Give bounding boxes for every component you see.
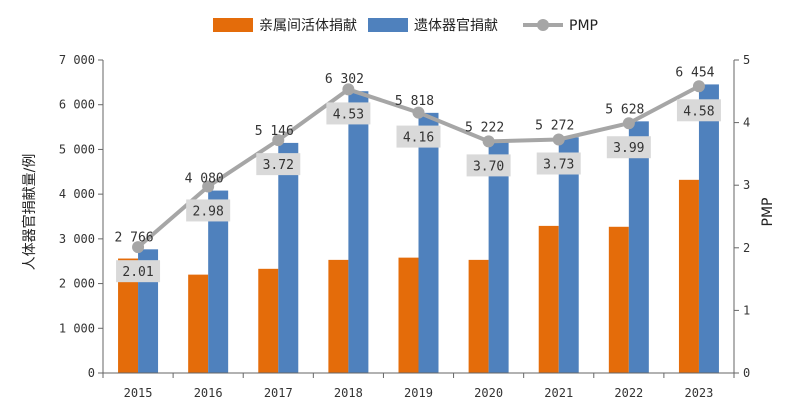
y-tick-label-left-2000: 2 000 <box>59 277 95 291</box>
pmp-label-box-2018 <box>326 102 371 125</box>
bar-deceased-2020 <box>488 139 509 373</box>
bar-deceased-2019 <box>418 112 439 373</box>
y-tick-label-left-5000: 5 000 <box>59 142 95 156</box>
deceased-value-label-2016: 4 080 <box>185 172 224 187</box>
bar-living-2016 <box>188 274 209 373</box>
deceased-value-label-2017: 5 146 <box>255 124 294 139</box>
pmp-value-label-2015: 2.01 <box>122 265 153 280</box>
pmp-value-label-2020: 3.70 <box>473 159 504 174</box>
pmp-label-box-2022 <box>606 136 651 159</box>
pmp-value-label-2022: 3.99 <box>613 141 644 156</box>
bar-living-2019 <box>398 257 419 373</box>
x-tick-label-2015: 2015 <box>124 386 153 400</box>
legend-marker-pmp <box>537 19 549 31</box>
bar-living-2015 <box>118 258 139 373</box>
legend-label-living: 亲属间活体捐献 <box>259 18 357 34</box>
y-tick-label-left-7000: 7 000 <box>59 53 95 67</box>
y-axis-title-left: 人体器官捐献量/例 <box>22 154 38 271</box>
bar-deceased-2016 <box>208 190 229 373</box>
pmp-point-2021 <box>552 133 565 146</box>
y-tick-label-left-0: 0 <box>88 366 95 380</box>
x-tick-label-2021: 2021 <box>544 386 573 400</box>
pmp-label-box-2019 <box>396 125 441 148</box>
pmp-value-label-2021: 3.73 <box>543 158 574 173</box>
pmp-line <box>132 80 705 254</box>
y-tick-label-left-3000: 3 000 <box>59 232 95 246</box>
bar-living-2022 <box>608 226 629 373</box>
pmp-point-2019 <box>412 106 425 119</box>
pmp-value-label-2023: 4.58 <box>683 104 714 119</box>
deceased-value-label-2018: 6 302 <box>325 72 364 87</box>
y-tick-label-left-4000: 4 000 <box>59 187 95 201</box>
pmp-label-box-2017 <box>256 153 301 176</box>
legend-swatch-deceased <box>368 18 408 32</box>
x-tick-label-2018: 2018 <box>334 386 363 400</box>
y-tick-label-right-4: 4 <box>743 116 750 130</box>
pmp-value-label-2017: 3.72 <box>263 158 294 173</box>
bar-deceased-2017 <box>278 142 299 373</box>
pmp-label-box-2023 <box>676 99 721 122</box>
pmp-point-2015 <box>132 241 145 254</box>
pmp-point-2023 <box>692 80 705 93</box>
y-tick-label-right-1: 1 <box>743 303 750 317</box>
legend-swatch-living <box>213 18 253 32</box>
bar-living-2020 <box>468 259 489 373</box>
bar-living-2017 <box>258 268 279 373</box>
y-tick-label-right-3: 3 <box>743 178 750 192</box>
pmp-point-2016 <box>202 180 215 193</box>
deceased-value-label-2019: 5 818 <box>395 94 434 109</box>
pmp-point-2018 <box>342 83 355 96</box>
y-tick-label-right-0: 0 <box>743 366 750 380</box>
y-tick-label-left-6000: 6 000 <box>59 98 95 112</box>
pmp-point-2020 <box>482 135 495 148</box>
y-tick-label-right-2: 2 <box>743 241 750 255</box>
pmp-label-box-2020 <box>466 154 511 177</box>
x-tick-label-2022: 2022 <box>614 386 643 400</box>
pmp-label-box-2015 <box>116 260 161 283</box>
pmp-point-2017 <box>272 134 285 147</box>
bar-deceased-2018 <box>348 91 369 373</box>
pmp-point-2022 <box>622 117 635 130</box>
bar-living-2021 <box>538 225 559 373</box>
bar-living-2023 <box>678 179 699 373</box>
x-tick-label-2016: 2016 <box>194 386 223 400</box>
pmp-value-label-2016: 2.98 <box>193 204 224 219</box>
legend-label-pmp: PMP <box>569 18 598 34</box>
y-tick-label-right-5: 5 <box>743 53 750 67</box>
y-axis-title-right: PMP <box>760 198 776 227</box>
deceased-value-label-2023: 6 454 <box>675 65 714 80</box>
legend: 亲属间活体捐献 遗体器官捐献 PMP <box>213 18 598 34</box>
y-tick-label-left-1000: 1 000 <box>59 321 95 335</box>
pmp-value-label-2019: 4.16 <box>403 131 434 146</box>
bar-deceased-2021 <box>558 137 579 373</box>
pmp-value-label-2018: 4.53 <box>333 107 364 122</box>
x-tick-label-2020: 2020 <box>474 386 503 400</box>
deceased-value-label-2021: 5 272 <box>535 118 574 133</box>
axes: 0 1 000 2 000 3 000 4 000 5 000 6 000 7 000 0 1 2 3… <box>59 53 750 400</box>
pmp-label-box-2016 <box>186 199 231 222</box>
bar-deceased-2022 <box>628 121 649 374</box>
legend-label-deceased: 遗体器官捐献 <box>414 18 498 34</box>
deceased-value-label-2020: 5 222 <box>465 121 504 136</box>
bar-living-2018 <box>328 259 349 373</box>
deceased-value-label-2015: 2 766 <box>114 230 153 245</box>
deceased-value-label-2022: 5 628 <box>605 102 644 117</box>
pmp-label-box-2021 <box>536 152 581 175</box>
bars <box>118 84 719 374</box>
x-tick-label-2023: 2023 <box>684 386 713 400</box>
bar-deceased-2023 <box>698 84 719 373</box>
data-labels: 2 766 4 080 5 146 6 302 5 818 5 222 5 272 5 628… <box>114 65 721 283</box>
x-tick-label-2019: 2019 <box>404 386 433 400</box>
x-tick-label-2017: 2017 <box>264 386 293 400</box>
